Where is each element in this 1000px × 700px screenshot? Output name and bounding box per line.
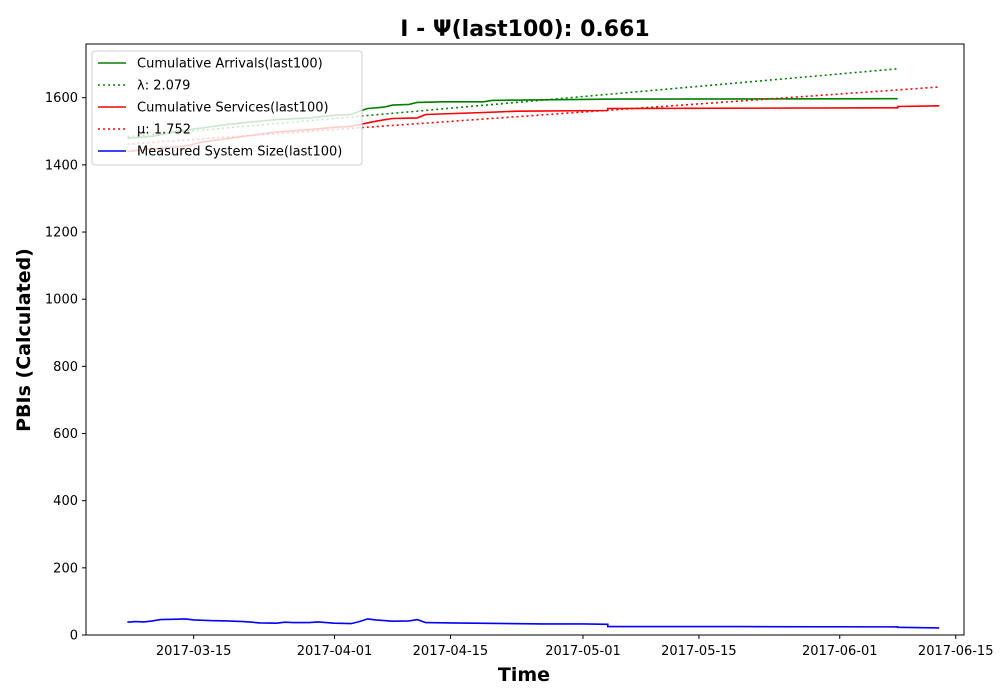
legend: Cumulative Arrivals(last100) λ: 2.079 Cumu…: [92, 51, 362, 165]
y-tick-label: 200: [53, 561, 78, 576]
x-tick-label: 2017-06-15: [918, 644, 994, 659]
y-axis-label: PBIs (Calculated): [13, 248, 35, 432]
x-tick-label: 2017-04-15: [413, 644, 489, 659]
y-tick-label: 0: [70, 629, 78, 644]
y-tick-label: 600: [53, 427, 78, 442]
series-line-5: [127, 619, 939, 628]
y-tick-label: 1400: [45, 158, 78, 173]
x-axis-label: Time: [498, 664, 550, 686]
y-tick-label: 1200: [45, 226, 78, 241]
x-tick-label: 2017-05-15: [661, 644, 737, 659]
legend-item-measured-system-size-last100-label: Measured System Size(last100): [137, 145, 342, 160]
y-tick-label: 800: [53, 360, 78, 375]
x-tick-label: 2017-06-01: [802, 644, 878, 659]
x-tick-label: 2017-05-01: [545, 644, 621, 659]
chart-title: I - Ψ(last100): 0.661: [400, 17, 649, 42]
y-tick-label: 1600: [45, 91, 78, 106]
y-tick-label: 400: [53, 494, 78, 509]
x-tick-label: 2017-04-01: [297, 644, 373, 659]
legend-item-1-752-label: μ: 1.752: [137, 123, 191, 138]
legend-item-cumulative-arrivals-last100-label: Cumulative Arrivals(last100): [137, 57, 323, 72]
x-axis-ticks: 2017-03-15 2017-04-01 2017-04-15 2017-05-01…: [156, 635, 994, 659]
y-tick-label: 1000: [45, 293, 78, 308]
y-axis-ticks: 0 200 400 600 800 1000 1200 1400 1600: [45, 91, 86, 643]
x-tick-label: 2017-03-15: [156, 644, 232, 659]
legend-item-2-079-label: λ: 2.079: [137, 79, 190, 94]
legend-item-cumulative-services-last100-label: Cumulative Services(last100): [137, 101, 329, 116]
